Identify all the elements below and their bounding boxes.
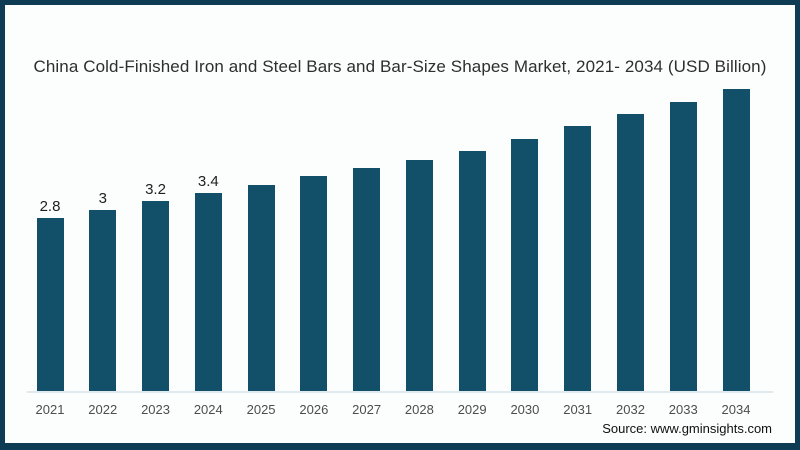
bar-2023 (142, 201, 170, 391)
bar-value-label-2023: 3.2 (145, 181, 166, 198)
x-tick-2022: 2022 (88, 402, 118, 417)
x-tick-2032: 2032 (616, 402, 645, 417)
x-tick-2030: 2030 (510, 402, 540, 417)
bar-2032 (616, 114, 644, 391)
x-tick-2027: 2027 (352, 402, 382, 417)
x-tick-2025: 2025 (246, 402, 276, 417)
x-tick-2021: 2021 (35, 402, 65, 417)
source-credit: Source: www.gminsights.com (602, 421, 772, 436)
bar-2025 (247, 185, 275, 391)
bar-2031 (564, 126, 592, 391)
x-tick-2026: 2026 (299, 402, 329, 417)
x-tick-2028: 2028 (404, 402, 434, 417)
x-tick-2023: 2023 (141, 402, 170, 417)
bar-2033 (669, 102, 697, 391)
x-tick-2031: 2031 (563, 402, 593, 417)
bar-2034 (722, 89, 750, 391)
x-tick-2033: 2033 (668, 402, 698, 417)
bar-value-label-2022: 3 (98, 190, 107, 207)
x-tick-2024: 2024 (193, 402, 223, 417)
bar-2027 (353, 168, 381, 391)
x-axis-line (27, 391, 773, 393)
bar-2029 (458, 151, 486, 391)
x-tick-2034: 2034 (721, 402, 751, 417)
bar-value-label-2024: 3.4 (197, 173, 219, 190)
bar-value-label-2021: 2.8 (39, 198, 61, 215)
bar-2028 (405, 160, 433, 391)
bar-2021 (36, 218, 64, 391)
chart-canvas: China Cold-Finished Iron and Steel Bars … (5, 5, 795, 443)
bar-2024 (194, 193, 222, 391)
bar-2026 (300, 176, 328, 391)
x-tick-2029: 2029 (457, 402, 487, 417)
bar-2022 (89, 210, 117, 391)
bar-2030 (511, 139, 539, 391)
chart-title: China Cold-Finished Iron and Steel Bars … (33, 57, 767, 76)
